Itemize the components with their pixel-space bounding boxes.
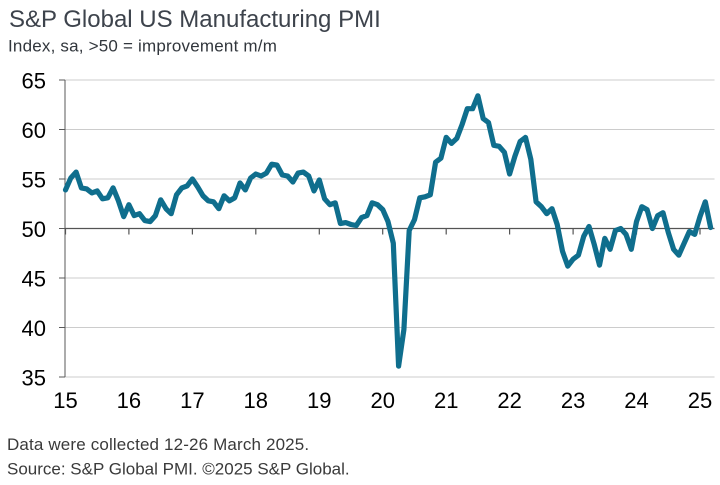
svg-text:21: 21 bbox=[434, 388, 458, 413]
svg-text:S&P Global US Manufacturing PM: S&P Global US Manufacturing PMI bbox=[9, 6, 381, 33]
svg-text:45: 45 bbox=[22, 267, 46, 292]
svg-text:35: 35 bbox=[22, 366, 46, 391]
svg-text:19: 19 bbox=[307, 388, 331, 413]
svg-text:24: 24 bbox=[624, 388, 648, 413]
svg-text:60: 60 bbox=[22, 118, 46, 143]
svg-text:Index, sa, >50 = improvement m: Index, sa, >50 = improvement m/m bbox=[8, 37, 277, 56]
svg-text:55: 55 bbox=[22, 168, 46, 193]
svg-text:65: 65 bbox=[22, 69, 46, 94]
svg-text:Source: S&P Global PMI. ©2025: Source: S&P Global PMI. ©2025 S&P Global… bbox=[7, 460, 350, 479]
svg-text:20: 20 bbox=[370, 388, 394, 413]
svg-text:Data were collected 12-26 Marc: Data were collected 12-26 March 2025. bbox=[7, 435, 309, 454]
svg-text:15: 15 bbox=[53, 388, 77, 413]
svg-text:18: 18 bbox=[244, 388, 268, 413]
svg-text:50: 50 bbox=[22, 217, 46, 242]
svg-text:16: 16 bbox=[117, 388, 141, 413]
svg-text:40: 40 bbox=[22, 316, 46, 341]
svg-text:25: 25 bbox=[688, 388, 712, 413]
svg-text:17: 17 bbox=[180, 388, 204, 413]
svg-text:23: 23 bbox=[561, 388, 585, 413]
svg-text:22: 22 bbox=[497, 388, 521, 413]
